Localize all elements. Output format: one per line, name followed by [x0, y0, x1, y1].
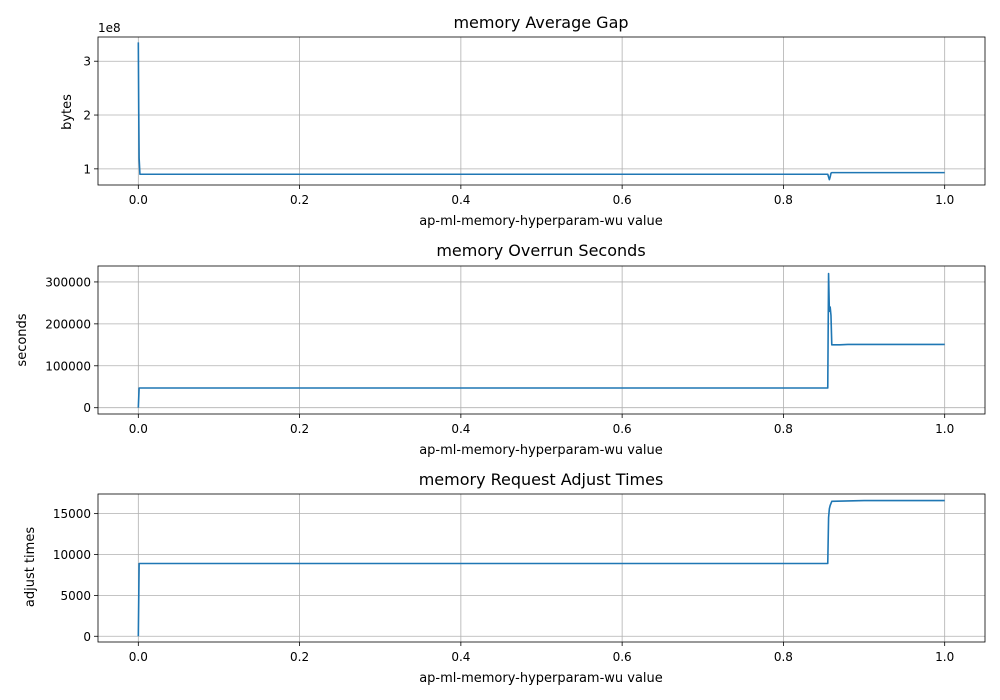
x-tick-label: 0.6: [613, 422, 632, 436]
x-tick-label: 0.2: [290, 422, 309, 436]
y-tick-label: 0: [83, 401, 91, 415]
x-tick-label: 0.6: [613, 193, 632, 207]
x-tick-label: 0.8: [774, 193, 793, 207]
y-tick-label: 200000: [45, 317, 91, 331]
chart-memory-request-adjust-times: memory Request Adjust Times ap-ml-memory…: [23, 470, 986, 686]
y-tick-label: 2: [83, 109, 91, 123]
y-tick-label: 3: [83, 55, 91, 69]
y-tick-label: 1: [83, 162, 91, 176]
chart-memory-overrun-seconds: memory Overrun Seconds ap-ml-memory-hype…: [15, 241, 986, 458]
y-tick-label: 0: [83, 630, 91, 644]
x-tick-label: 1.0: [935, 193, 954, 207]
chart-title: memory Average Gap: [453, 13, 628, 32]
x-tick-label: 1.0: [935, 650, 954, 664]
chart-title: memory Overrun Seconds: [436, 241, 645, 260]
x-tick-label: 0.4: [451, 422, 470, 436]
x-tick-label: 0.2: [290, 193, 309, 207]
chart-title: memory Request Adjust Times: [419, 470, 664, 489]
x-axis-label: ap-ml-memory-hyperparam-wu value: [419, 671, 663, 686]
y-axis-label: bytes: [60, 94, 75, 130]
x-tick-label: 0.8: [774, 650, 793, 664]
y-tick-label: 100000: [45, 359, 91, 373]
series-line: [137, 499, 945, 637]
y-tick-label: 15000: [53, 507, 91, 521]
chart-memory-average-gap: memory Average Gap ap-ml-memory-hyperpar…: [60, 13, 986, 229]
y-tick-label: 5000: [60, 589, 91, 603]
series-line: [137, 272, 945, 408]
x-tick-label: 0.4: [451, 193, 470, 207]
y-axis-label: adjust times: [23, 527, 38, 607]
axes-frame: [97, 493, 986, 643]
axes-frame: [97, 36, 986, 186]
series-line: [137, 42, 945, 181]
y-tick-label: 10000: [53, 548, 91, 562]
x-axis-label: ap-ml-memory-hyperparam-wu value: [419, 214, 663, 229]
axes-frame: [97, 265, 986, 415]
x-tick-label: 0.2: [290, 650, 309, 664]
x-tick-label: 0.4: [451, 650, 470, 664]
x-tick-label: 1.0: [935, 422, 954, 436]
x-tick-label: 0.6: [613, 650, 632, 664]
x-tick-label: 0.0: [129, 193, 148, 207]
y-tick-label: 300000: [45, 275, 91, 289]
x-tick-label: 0.0: [129, 422, 148, 436]
y-axis-label: seconds: [15, 313, 30, 366]
offset-text: 1e8: [98, 21, 121, 35]
x-tick-label: 0.8: [774, 422, 793, 436]
x-axis-label: ap-ml-memory-hyperparam-wu value: [419, 443, 663, 458]
x-tick-label: 0.0: [129, 650, 148, 664]
